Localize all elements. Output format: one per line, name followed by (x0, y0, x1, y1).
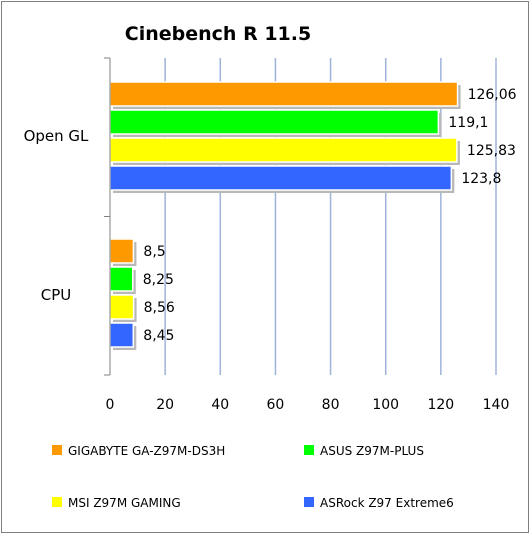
legend-label: ASUS Z97M-PLUS (320, 444, 424, 458)
data-label: 126,06 (468, 87, 517, 103)
data-label: 125,83 (467, 143, 516, 159)
data-label: 8,45 (143, 328, 174, 344)
x-tick-label: 100 (372, 397, 399, 413)
bar (109, 238, 135, 264)
bars-layer: 126,06 119,1 125,83 123,8 8,5 8,25 8,56 8,45 (109, 81, 517, 350)
x-tick-label: 140 (483, 397, 510, 413)
data-label: 123,8 (461, 171, 501, 187)
x-tick-label: 60 (267, 397, 285, 413)
legend-swatch (304, 445, 314, 455)
bar (109, 137, 458, 163)
x-tick-label: 20 (156, 397, 174, 413)
bar (109, 322, 135, 348)
legend-swatch (304, 497, 314, 507)
chart-title: Cinebench R 11.5 (125, 23, 311, 45)
x-tick-label: 40 (211, 397, 229, 413)
legend-swatch (52, 497, 62, 507)
legend-swatch (52, 445, 62, 455)
legend-label: GIGABYTE GA-Z97M-DS3H (68, 444, 225, 458)
data-label: 8,5 (143, 244, 165, 260)
axis-layer: 0 20 40 60 80 100 120 140 Open GL CPU (24, 57, 510, 413)
data-label: 8,56 (144, 300, 175, 316)
legend-label: ASRock Z97 Extreme6 (320, 496, 454, 510)
bar (109, 81, 459, 107)
x-tick-label: 80 (322, 397, 340, 413)
data-label: 8,25 (143, 272, 174, 288)
bar (109, 266, 134, 292)
bar (109, 294, 135, 320)
data-label: 119,1 (448, 115, 488, 131)
bar (109, 109, 440, 135)
category-label: Open GL (24, 127, 89, 145)
x-tick-label: 120 (427, 397, 454, 413)
legend: GIGABYTE GA-Z97M-DS3H ASUS Z97M-PLUS MSI Z… (52, 444, 454, 510)
category-label: CPU (41, 286, 72, 304)
legend-label: MSI Z97M GAMING (68, 496, 181, 510)
bar (109, 165, 453, 191)
x-tick-label: 0 (106, 397, 115, 413)
